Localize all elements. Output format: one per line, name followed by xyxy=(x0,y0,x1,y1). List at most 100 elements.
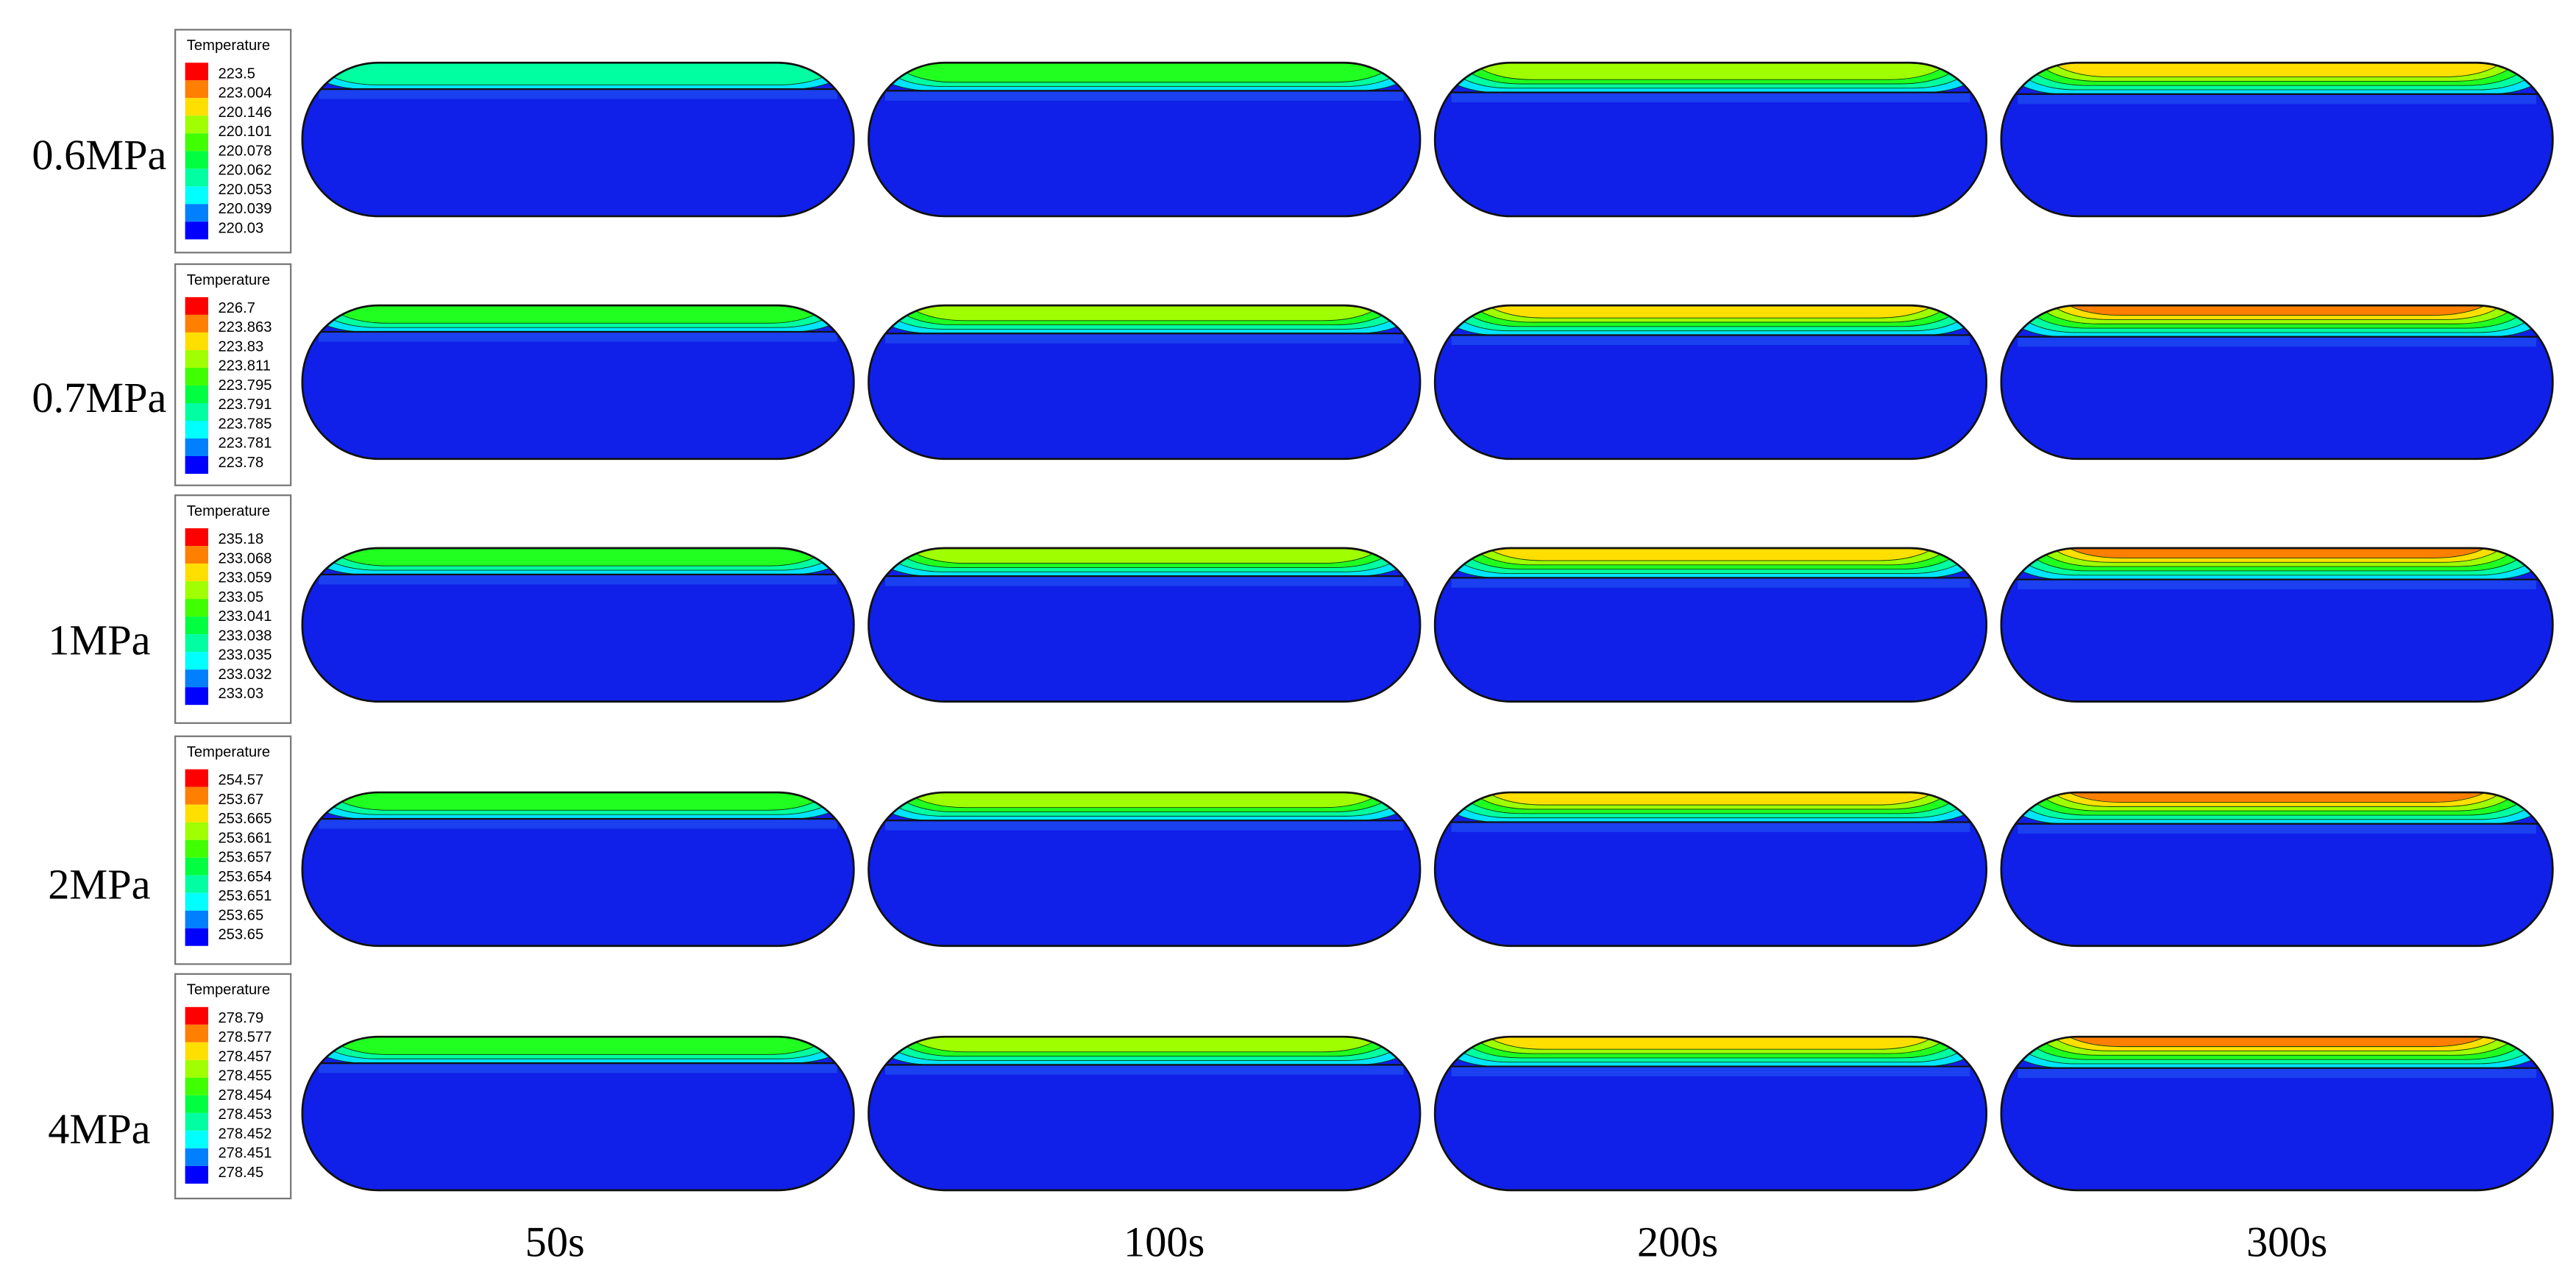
tank-outline xyxy=(301,1035,855,1192)
vapor-layer xyxy=(903,1037,1386,1053)
contour-plot xyxy=(1435,1037,1987,1190)
legend-swatch xyxy=(185,1095,208,1113)
legend-swatch xyxy=(185,455,208,474)
contour-plot xyxy=(868,792,1421,946)
legend-label: 220.062 xyxy=(218,163,272,179)
legend-label: 278.454 xyxy=(218,1087,272,1104)
tank-outline xyxy=(1433,1035,1988,1192)
legend-label: 253.65 xyxy=(218,927,263,943)
vapor-layer xyxy=(2047,63,2507,78)
tank-outline xyxy=(2000,547,2554,703)
legend-swatch xyxy=(185,687,208,706)
legend-label: 278.457 xyxy=(218,1048,272,1065)
legend-swatch xyxy=(185,769,208,787)
legend-label: 278.79 xyxy=(218,1010,263,1026)
legend-swatch xyxy=(185,599,208,617)
tank-outline xyxy=(867,1035,1422,1192)
contour-plot xyxy=(2001,547,2553,702)
row-label: 2MPa xyxy=(48,861,150,909)
legend-swatch xyxy=(185,296,208,315)
cold-band xyxy=(2018,93,2536,104)
tank-outline xyxy=(867,791,1422,948)
legend-label: 220.101 xyxy=(218,124,272,140)
legend-label: 223.791 xyxy=(218,397,272,413)
cold-band xyxy=(319,1063,837,1073)
legend-swatch xyxy=(185,1024,208,1042)
legend-swatch xyxy=(185,1165,208,1184)
cold-band xyxy=(1451,578,1970,588)
legend-swatch xyxy=(185,98,208,116)
legend-title: Temperature xyxy=(187,982,270,998)
legend-label: 278.451 xyxy=(218,1145,272,1162)
legend-label: 223.004 xyxy=(218,85,272,102)
vapor-layer xyxy=(324,547,831,566)
cold-band xyxy=(319,332,837,342)
legend-swatch xyxy=(185,634,208,653)
vapor-layer xyxy=(903,792,1386,809)
contour-plot xyxy=(302,305,854,459)
cold-band xyxy=(884,1065,1404,1075)
legend-title: Temperature xyxy=(187,272,270,288)
cold-band xyxy=(884,576,1404,586)
cold-band xyxy=(1451,92,1970,103)
column-label: 100s xyxy=(1124,1218,1204,1266)
legend-label: 278.45 xyxy=(218,1165,263,1181)
cold-band xyxy=(884,333,1404,344)
vapor-layer xyxy=(903,305,1386,322)
contour-plot xyxy=(868,547,1421,702)
legend-swatch xyxy=(185,1077,208,1095)
vapor-layer xyxy=(2058,547,2496,558)
legend-label: 253.654 xyxy=(218,869,272,885)
legend-label: 235.18 xyxy=(218,531,263,547)
contour-plot xyxy=(302,63,854,216)
legend-swatch xyxy=(185,221,208,240)
legend-swatch xyxy=(185,1006,208,1025)
legend-swatch xyxy=(185,910,208,928)
cold-band xyxy=(884,90,1404,101)
cold-band xyxy=(2018,1067,2536,1079)
tank-outline xyxy=(2000,304,2554,461)
legend-label: 220.03 xyxy=(218,220,263,236)
vapor-layer xyxy=(1469,63,1952,80)
legend-swatch xyxy=(185,420,208,438)
tank-outline xyxy=(867,547,1422,703)
legend-swatch xyxy=(185,1112,208,1131)
legend-swatch xyxy=(185,892,208,911)
legend-label: 220.146 xyxy=(218,104,272,121)
legend-swatch xyxy=(185,786,208,805)
legend-title: Temperature xyxy=(187,38,270,54)
contour-plot xyxy=(1435,792,1987,946)
legend-swatch xyxy=(185,564,208,582)
contour-plot xyxy=(868,305,1421,459)
contour-plot xyxy=(302,1037,854,1190)
legend-swatch xyxy=(185,438,208,456)
legend-swatch xyxy=(185,314,208,333)
legend-swatch xyxy=(185,332,208,350)
legend-label: 233.059 xyxy=(218,570,272,586)
legend-label: 278.452 xyxy=(218,1126,272,1142)
cold-band xyxy=(2018,336,2536,347)
cold-band xyxy=(2018,579,2536,590)
legend-label: 254.57 xyxy=(218,772,263,789)
legend-label: 223.863 xyxy=(218,319,272,335)
cold-band xyxy=(1451,1066,1970,1077)
legend-label: 233.038 xyxy=(218,628,272,644)
legend-swatch xyxy=(185,1059,208,1078)
legend-swatch xyxy=(185,385,208,403)
vapor-layer xyxy=(324,1037,831,1055)
legend-label: 253.65 xyxy=(218,907,263,923)
cold-band xyxy=(319,89,837,99)
legend-title: Temperature xyxy=(187,745,270,761)
legend-swatch xyxy=(185,839,208,858)
legend-swatch xyxy=(185,151,208,169)
legend-swatch xyxy=(185,168,208,187)
legend-label: 220.053 xyxy=(218,182,272,198)
cold-band xyxy=(1451,335,1970,345)
legend-label: 253.67 xyxy=(218,792,263,808)
tank-outline xyxy=(301,791,855,948)
vapor-layer xyxy=(1480,792,1941,806)
contour-plot xyxy=(302,547,854,702)
row-label: 0.6MPa xyxy=(32,131,166,179)
legend-swatch xyxy=(185,528,208,547)
legend-label: 278.577 xyxy=(218,1029,272,1045)
